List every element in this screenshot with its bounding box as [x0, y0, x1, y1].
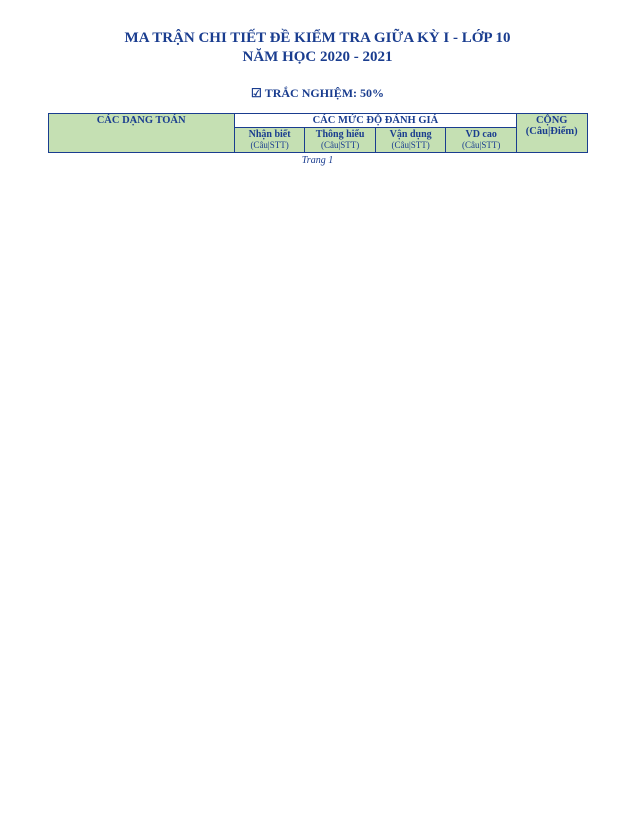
col-total-label: CỘNG — [536, 115, 568, 126]
col-header-topic: CÁC DẠNG TOÁN — [48, 114, 234, 153]
section-label: ☑TRẮC NGHIỆM: 50% — [20, 86, 615, 101]
page-number: Trang 1 — [48, 155, 588, 166]
doc-title: MA TRẬN CHI TIẾT ĐỀ KIỂM TRA GIỮA KỲ I -… — [20, 30, 615, 47]
matrix-table: CÁC DẠNG TOÁN CÁC MỨC ĐỘ ĐÁNH GIÁ CỘNG (… — [48, 113, 588, 153]
check-icon: ☑ — [251, 86, 262, 101]
section-label-text: TRẮC NGHIỆM: 50% — [265, 86, 384, 100]
col-header-level: VD cao(Câu|STT) — [446, 128, 517, 153]
doc-subtitle: NĂM HỌC 2020 - 2021 — [20, 49, 615, 66]
col-header-level: Nhận biết(Câu|STT) — [234, 128, 305, 153]
col-header-level: Thông hiểu(Câu|STT) — [305, 128, 376, 153]
col-header-levels: CÁC MỨC ĐỘ ĐÁNH GIÁ — [234, 114, 516, 128]
col-total-sub: (Câu|Điểm) — [526, 126, 578, 137]
col-header-total: CỘNG (Câu|Điểm) — [516, 114, 587, 153]
col-header-level: Vận dụng(Câu|STT) — [375, 128, 446, 153]
